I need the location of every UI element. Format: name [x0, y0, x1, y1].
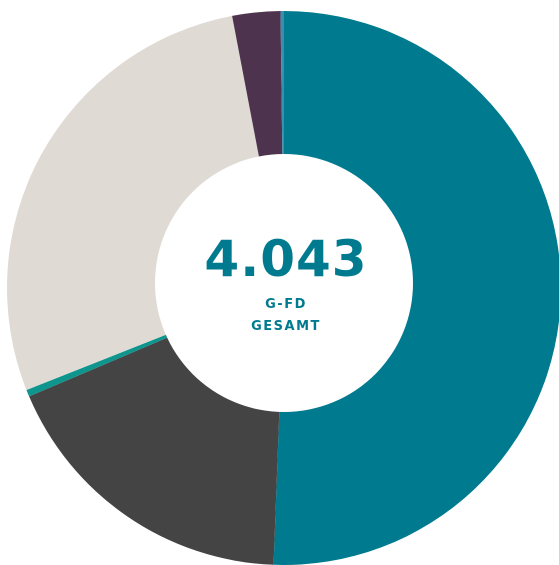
- total-label-line2: GESAMT: [251, 319, 321, 334]
- donut-hole: [155, 154, 413, 412]
- donut-slice-1: [273, 11, 559, 565]
- total-value: 4.043: [204, 230, 367, 288]
- total-label-line1: G-FD: [265, 297, 307, 312]
